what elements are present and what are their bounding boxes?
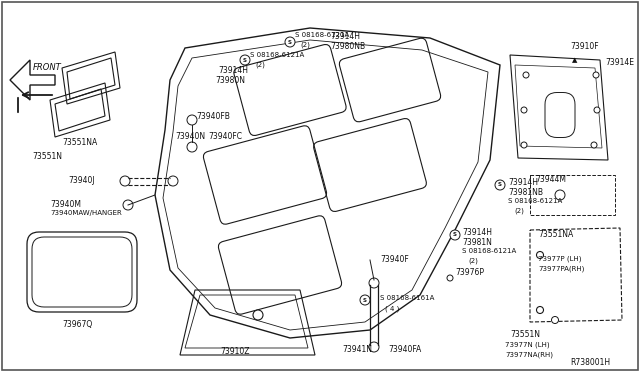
Text: S 08168-6161A: S 08168-6161A (380, 295, 435, 301)
Text: 73914H: 73914H (508, 178, 538, 187)
Circle shape (495, 180, 505, 190)
Circle shape (593, 72, 599, 78)
Circle shape (523, 72, 529, 78)
Circle shape (360, 295, 370, 305)
Text: 73551N: 73551N (510, 330, 540, 339)
Text: 73944M: 73944M (535, 175, 566, 184)
Text: 73981N: 73981N (462, 238, 492, 247)
Circle shape (521, 107, 527, 113)
Text: (2): (2) (255, 61, 265, 67)
Text: S: S (453, 232, 457, 237)
Text: 73914H: 73914H (462, 228, 492, 237)
Circle shape (168, 176, 178, 186)
Text: 73967Q: 73967Q (62, 320, 92, 329)
Text: 73977P (LH): 73977P (LH) (538, 255, 582, 262)
Text: 73976P: 73976P (455, 268, 484, 277)
Circle shape (240, 55, 250, 65)
Text: 73981NB: 73981NB (508, 188, 543, 197)
Text: 73980N: 73980N (215, 76, 245, 85)
Text: 73940F: 73940F (380, 255, 409, 264)
Circle shape (536, 251, 543, 259)
Text: 73941N: 73941N (342, 345, 372, 354)
Circle shape (594, 107, 600, 113)
Text: S: S (243, 58, 247, 62)
Text: 73977PA(RH): 73977PA(RH) (538, 265, 584, 272)
Text: 73551N: 73551N (32, 152, 62, 161)
Text: S: S (363, 298, 367, 302)
Text: 73914E: 73914E (605, 58, 634, 67)
Text: 73914H: 73914H (330, 32, 360, 41)
Text: ( 4 ): ( 4 ) (385, 305, 399, 311)
Text: S 08168-6121A: S 08168-6121A (508, 198, 563, 204)
Circle shape (187, 115, 197, 125)
Circle shape (123, 200, 133, 210)
Circle shape (285, 37, 295, 47)
Text: 73940N: 73940N (175, 132, 205, 141)
Circle shape (555, 190, 565, 200)
Text: (2): (2) (468, 257, 478, 263)
Text: ▲: ▲ (572, 57, 578, 63)
Circle shape (253, 310, 263, 320)
Circle shape (187, 142, 197, 152)
Circle shape (369, 278, 379, 288)
Text: 73551NA: 73551NA (62, 138, 97, 147)
Text: 73940FA: 73940FA (388, 345, 421, 354)
Text: S: S (288, 39, 292, 45)
Circle shape (369, 342, 379, 352)
Circle shape (447, 275, 453, 281)
Text: S 08168-6121A: S 08168-6121A (462, 248, 516, 254)
Text: 73940FC: 73940FC (208, 132, 242, 141)
Circle shape (120, 176, 130, 186)
Circle shape (536, 307, 543, 314)
Text: 73980NB: 73980NB (330, 42, 365, 51)
Text: 73910Z: 73910Z (220, 347, 250, 356)
Text: 73940M: 73940M (50, 200, 81, 209)
Text: S: S (498, 183, 502, 187)
Text: 73977N (LH): 73977N (LH) (505, 342, 550, 349)
Circle shape (552, 317, 559, 324)
Text: 73977NA(RH): 73977NA(RH) (505, 352, 553, 359)
Text: R738001H: R738001H (570, 358, 610, 367)
Text: 73914H: 73914H (218, 66, 248, 75)
Text: S 08168-6121A: S 08168-6121A (250, 52, 304, 58)
Text: 73910F: 73910F (570, 42, 598, 51)
Circle shape (521, 142, 527, 148)
Circle shape (591, 142, 597, 148)
Circle shape (450, 230, 460, 240)
Text: 73940MAW/HANGER: 73940MAW/HANGER (50, 210, 122, 216)
Text: (2): (2) (514, 207, 524, 214)
Text: 73551NA: 73551NA (538, 230, 573, 239)
Text: 73940J: 73940J (68, 176, 95, 185)
Text: 73940FB: 73940FB (196, 112, 230, 121)
Text: (2): (2) (300, 41, 310, 48)
Text: S 08168-6121A: S 08168-6121A (295, 32, 349, 38)
Text: FRONT: FRONT (33, 63, 61, 72)
